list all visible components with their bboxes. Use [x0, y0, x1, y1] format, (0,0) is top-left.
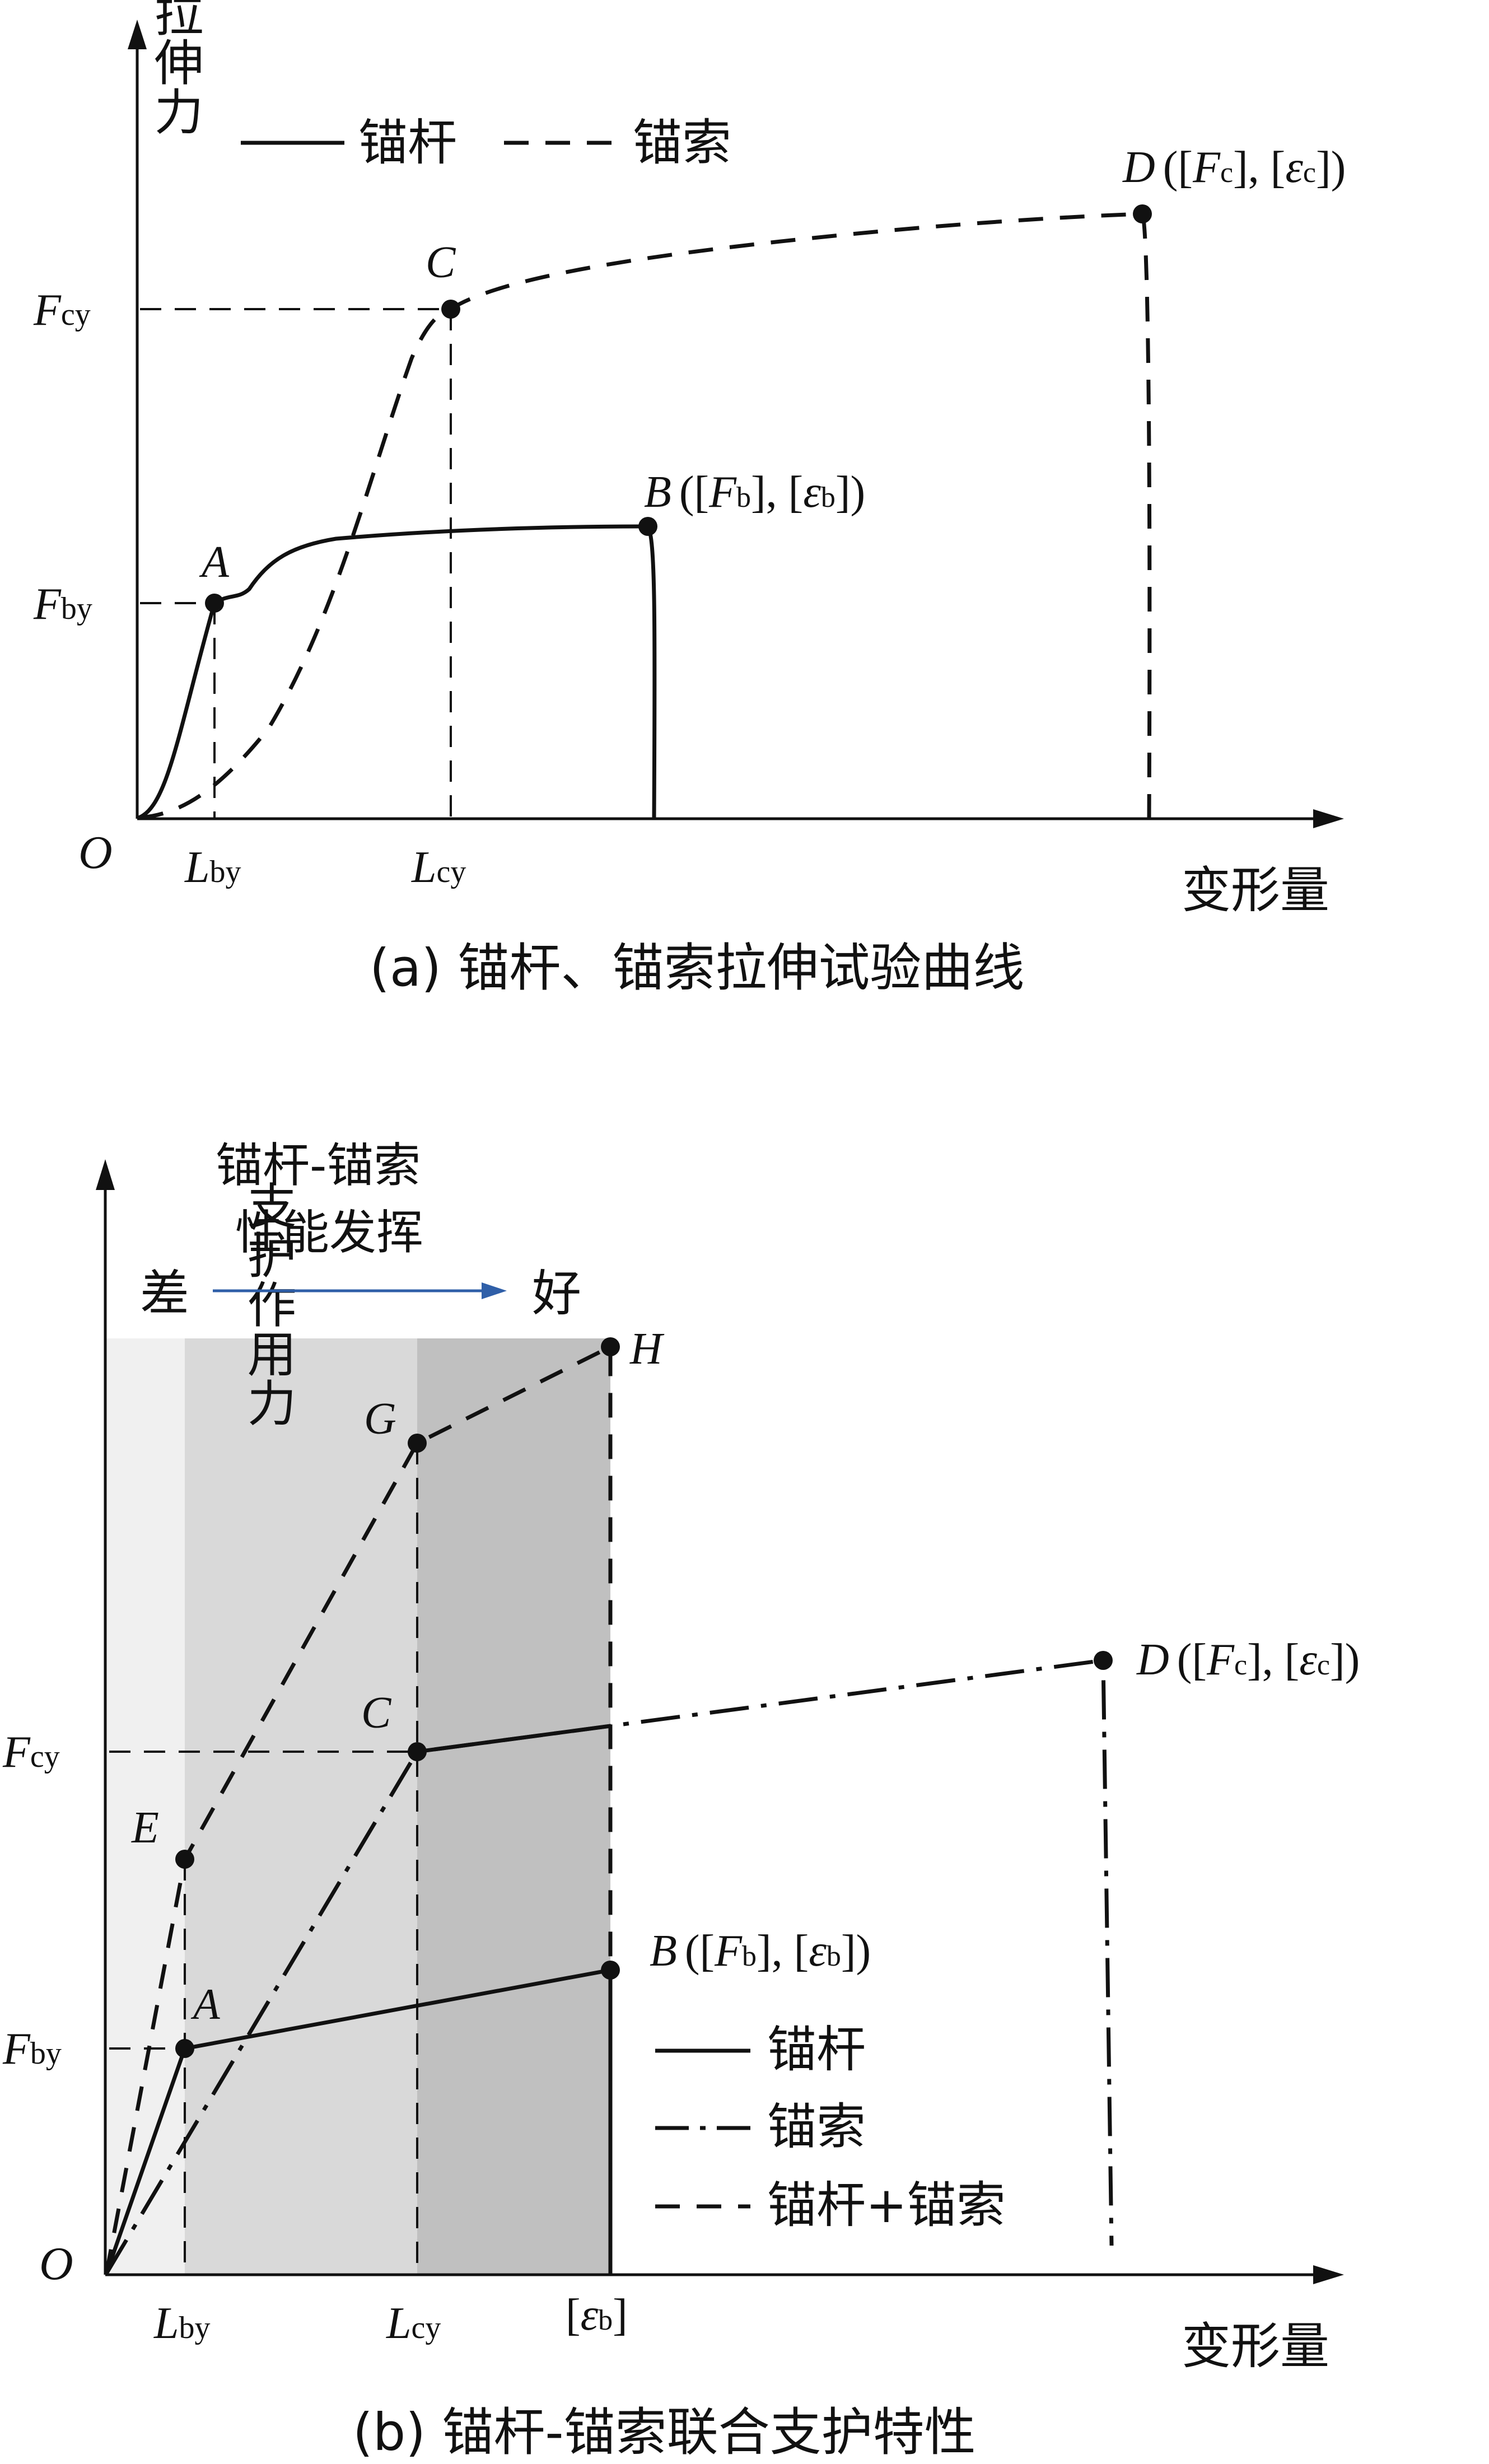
panel-b-y-axis-arrow	[96, 1159, 115, 1190]
panel-a-origin: O	[78, 827, 113, 879]
panel-b-label-a: A	[190, 1980, 220, 2028]
panel-b-tick-fby: Fby	[2, 2024, 62, 2074]
panel-b-origin: O	[39, 2238, 73, 2290]
panel-b-label-e: E	[131, 1803, 159, 1852]
panel-a-y-axis-label: 拉伸力	[56, 0, 204, 134]
panel-b-label-b: B ([Fb], [εb])	[650, 1926, 871, 1976]
panel-a-tick-lby: Lby	[184, 843, 241, 892]
panel-a-y-axis-arrow	[128, 20, 147, 49]
panel-a-label-d: D ([Fc], [εc])	[1122, 143, 1346, 192]
panel-b-performance-title-2: 性能发挥	[235, 1205, 423, 1260]
panel-b-legend-cable-label: 锚索	[767, 2098, 866, 2155]
panel-b-tick-lby: Lby	[153, 2299, 211, 2348]
panel-a-legend-bolt-label: 锚杆	[358, 114, 457, 171]
panel-a-caption: (a) 锚杆、锚索拉伸试验曲线	[370, 938, 1024, 998]
panel-a-point-c	[441, 300, 460, 319]
panel-b-point-e	[175, 1850, 194, 1869]
panel-b-cable-curve	[104, 1658, 1114, 2275]
panel-a-cable-curve	[138, 212, 1152, 820]
panel-a-point-a	[205, 594, 224, 613]
panel-b-point-b	[601, 1961, 620, 1980]
panel-a-x-axis-arrow	[1313, 809, 1344, 828]
panel-b-label-g: G	[364, 1394, 396, 1444]
panel-b-point-d	[1094, 1651, 1113, 1670]
panel-a-x-axis-label: 变形量	[1182, 861, 1329, 919]
panel-a-point-d	[1133, 204, 1152, 223]
panel-b-combined-curve	[104, 1343, 613, 2275]
panel-b-caption: (b) 锚杆-锚索联合支护特性	[353, 2402, 976, 2462]
panel-b-bolt-curve	[104, 1967, 613, 2275]
panel-b-point-c	[408, 1742, 427, 1761]
panel-b-label-c: C	[361, 1688, 392, 1738]
panel-b-cable-solid-segment	[417, 1724, 611, 1754]
panel-a: 拉伸力 A C B ([Fb], [εb]) D ([Fc], [εc]) Fcy	[33, 0, 1346, 998]
panel-b-point-a	[175, 2039, 194, 2058]
panel-b-performance-title-1: 锚杆-锚索	[216, 1138, 421, 1193]
panel-b-x-axis-arrow	[1313, 2265, 1344, 2284]
panel-b-zone-good	[417, 1338, 610, 2274]
panel-b-zone-poor	[106, 1338, 185, 2274]
panel-b-performance-arrowhead	[482, 1282, 507, 1299]
panel-b-tick-eb: [εb]	[566, 2290, 628, 2340]
panel-b-legend-bolt-label: 锚杆	[767, 2020, 866, 2078]
panel-b: 支护作用力 锚杆-锚索 性能发挥 差 好 A C E G	[2, 1138, 1360, 2462]
panel-a-point-b	[638, 517, 657, 536]
svg-text:拉伸力: 拉伸力	[56, 0, 204, 134]
panel-a-label-c: C	[426, 238, 456, 287]
panel-a-label-b: B ([Fb], [εb])	[644, 468, 865, 517]
panel-b-point-g	[408, 1434, 427, 1453]
panel-b-point-h	[601, 1337, 620, 1356]
panel-a-label-a: A	[199, 538, 230, 587]
panel-b-tick-fcy: Fcy	[2, 1728, 60, 1777]
panel-a-tick-fby: Fby	[33, 580, 92, 629]
panel-b-performance-good: 好	[532, 1264, 581, 1322]
panel-b-legend-combined-label: 锚杆+锚索	[767, 2176, 1006, 2234]
panel-b-label-h: H	[629, 1324, 665, 1374]
panel-b-tick-lcy: Lcy	[386, 2299, 441, 2348]
panel-b-performance-poor: 差	[140, 1264, 189, 1322]
panel-a-tick-fcy: Fcy	[33, 286, 91, 335]
panel-b-label-d: D ([Fc], [εc])	[1136, 1635, 1360, 1684]
panel-b-zone-mid	[185, 1338, 417, 2274]
panel-b-x-axis-label: 变形量	[1182, 2317, 1329, 2375]
panel-a-tick-lcy: Lcy	[411, 843, 466, 892]
panel-a-legend-cable-label: 锚索	[633, 114, 731, 171]
panel-a-bolt-curve	[138, 524, 657, 820]
